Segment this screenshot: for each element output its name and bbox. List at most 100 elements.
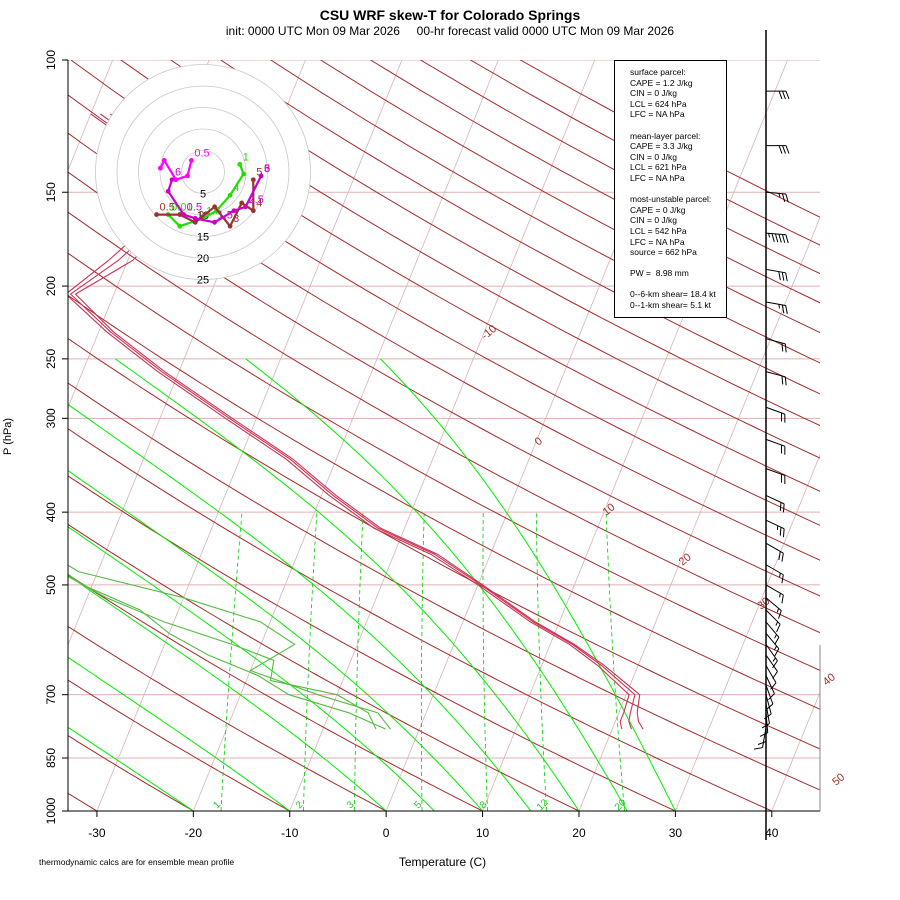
- isotherm-line: [289, 60, 596, 811]
- y-tick-label: 200: [44, 276, 58, 296]
- hodograph-point: [241, 171, 247, 177]
- x-tick-label: 10: [476, 826, 490, 840]
- mixing-ratio-line: [303, 512, 318, 811]
- mixing-ratio-label: 5: [412, 799, 424, 811]
- dry-adiabat-line: [220, 60, 820, 395]
- dry-adiabat-line: [120, 60, 820, 459]
- info-line: CAPE = 1.2 J/kg: [630, 77, 693, 88]
- chart-subtitle: init: 0000 UTC Mon 09 Mar 2026 00-hr for…: [225, 24, 675, 38]
- dry-adiabat-line: [68, 252, 820, 671]
- y-tick-label: 500: [44, 575, 58, 595]
- hodograph-ring-label: 25: [197, 275, 209, 287]
- hodograph-label: 4: [256, 198, 262, 210]
- info-line: LCL = 624 hPa: [630, 98, 687, 109]
- wind-barb: [765, 494, 785, 513]
- wind-barb: [765, 301, 788, 314]
- wind-barb: [765, 268, 788, 282]
- hodograph-point: [173, 177, 179, 183]
- x-tick-label: -30: [88, 826, 106, 840]
- mixing-ratio-label: 3: [345, 799, 357, 811]
- info-line: PW = 8.98 mm: [630, 268, 689, 279]
- info-line: CIN = 0 J/kg: [630, 215, 678, 226]
- dry-adiabat-line: [68, 523, 580, 811]
- wind-barb: [765, 621, 780, 645]
- x-tick-label: -20: [185, 826, 203, 840]
- y-tick-label: 1000: [44, 797, 58, 824]
- wind-barb: [757, 721, 767, 745]
- hodograph-ring-label: 15: [197, 232, 209, 244]
- wind-barb: [765, 633, 780, 657]
- hodograph-label: 6: [175, 167, 181, 179]
- mixing-ratio-line: [605, 512, 625, 811]
- dry-adiabat-line: [68, 171, 820, 597]
- wind-barb: [759, 712, 769, 737]
- hodograph-point: [227, 223, 233, 229]
- hodograph-ring-label: 5: [200, 189, 206, 201]
- hodograph-label: 1: [243, 151, 249, 163]
- dry-adiabat-line: [68, 294, 820, 710]
- x-tick-label: 30: [669, 826, 683, 840]
- info-line: 0--6-km shear= 18.4 kt: [630, 289, 716, 300]
- hodograph-point: [237, 161, 243, 167]
- wind-barb: [763, 694, 772, 720]
- dry-adiabat-line: [68, 428, 773, 811]
- hodograph-point: [243, 204, 248, 210]
- hodograph-label: 1.5: [218, 209, 233, 221]
- dry-adiabat-line: [68, 337, 820, 750]
- dry-adiabat-line: [68, 132, 820, 561]
- info-line: LFC = NA hPa: [630, 172, 685, 183]
- x-axis-label: Temperature (C): [398, 855, 487, 869]
- y-tick-label: 100: [44, 50, 58, 70]
- hodograph-point: [188, 157, 194, 163]
- hodograph-point: [177, 223, 183, 229]
- hodograph-point: [177, 212, 183, 217]
- x-tick-label: -10: [281, 826, 299, 840]
- moist-adiabat-line: [380, 358, 676, 811]
- moist-adiabat-line: [68, 470, 483, 811]
- y-tick-label: 150: [44, 182, 58, 202]
- hodograph-point: [181, 212, 187, 217]
- hodograph-ring: [116, 85, 290, 259]
- dewpoint-trace: [68, 573, 386, 730]
- wind-barb: [765, 584, 784, 604]
- wind-barb: [765, 675, 775, 701]
- dry-adiabat-line: [68, 625, 387, 811]
- hodograph-label: 4: [233, 182, 239, 194]
- info-line: LCL = 542 hPa: [630, 225, 687, 236]
- dewpoint-trace: [68, 575, 377, 730]
- y-tick-label: 400: [44, 502, 58, 522]
- mixing-ratio-line: [220, 512, 243, 811]
- info-line: surface parcel:: [630, 67, 686, 77]
- info-line: LFC = NA hPa: [630, 109, 685, 120]
- dry-adiabat-line: [320, 60, 820, 334]
- y-tick-label: 700: [44, 684, 58, 704]
- moist-adiabat-line: [68, 726, 194, 811]
- hodograph-label: 3: [264, 163, 270, 175]
- dry-adiabat-line: [68, 211, 820, 634]
- hodograph-point: [227, 192, 233, 198]
- hodograph-point: [154, 212, 159, 217]
- info-line: source = 662 hPa: [630, 247, 697, 258]
- hodograph-label: 5: [264, 163, 270, 175]
- moist-adiabat-line: [68, 403, 532, 811]
- x-tick-label: 40: [765, 826, 779, 840]
- mixing-ratio-line: [421, 512, 425, 811]
- x-tick-label: 0: [383, 826, 390, 840]
- wind-barb: [765, 191, 789, 203]
- dry-adiabat-line: [68, 679, 290, 811]
- y-axis-label: P (hPa): [2, 417, 14, 455]
- info-line: CAPE = 3.3 J/kg: [630, 141, 693, 152]
- isotherm-line: [192, 60, 499, 811]
- footnote: thermodynamic calcs are for ensemble mea…: [39, 857, 235, 867]
- chart-title: CSU WRF skew-T for Colorado Springs: [319, 7, 581, 23]
- hodograph-point: [212, 219, 218, 225]
- y-tick-label: 250: [44, 349, 58, 369]
- hodograph-point: [212, 204, 218, 210]
- hodograph-point: [161, 157, 167, 163]
- wind-barb: [765, 338, 787, 353]
- isotherm-label: -10: [479, 323, 499, 342]
- wind-barb: [765, 542, 784, 562]
- hodograph-point: [231, 208, 237, 214]
- info-line: CIN = 0 J/kg: [630, 88, 678, 99]
- parcel-info-box: surface parcel: CAPE = 1.2 J/kg CIN = 0 …: [614, 60, 727, 318]
